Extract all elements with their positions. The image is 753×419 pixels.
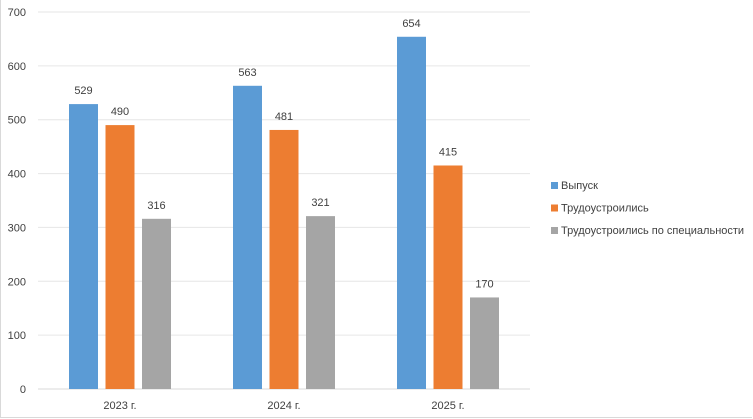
data-label: 321 bbox=[311, 197, 329, 209]
y-tick-label: 400 bbox=[8, 169, 26, 181]
x-tick-label: 2023 г. bbox=[103, 400, 136, 412]
legend-label: Трудоустроились bbox=[561, 203, 649, 215]
bar bbox=[105, 125, 135, 389]
data-label: 563 bbox=[238, 67, 256, 79]
data-label: 481 bbox=[275, 111, 293, 123]
legend-swatch bbox=[551, 227, 558, 234]
data-label: 529 bbox=[74, 85, 92, 97]
bar bbox=[269, 129, 299, 389]
bar bbox=[69, 104, 98, 390]
bar bbox=[433, 165, 463, 389]
x-tick-label: 2025 г. bbox=[431, 400, 464, 412]
data-label: 415 bbox=[439, 146, 457, 158]
legend-swatch bbox=[551, 204, 558, 212]
bar bbox=[397, 36, 426, 389]
y-tick-label: 200 bbox=[8, 276, 26, 288]
bar bbox=[142, 218, 171, 389]
bar bbox=[233, 85, 262, 389]
y-tick-label: 300 bbox=[8, 222, 26, 234]
bar bbox=[470, 297, 499, 389]
legend-label: Выпуск bbox=[561, 180, 598, 192]
data-label: 316 bbox=[147, 200, 165, 212]
y-tick-label: 500 bbox=[8, 115, 26, 127]
y-tick-label: 100 bbox=[8, 330, 26, 342]
data-label: 654 bbox=[402, 18, 420, 30]
data-label: 170 bbox=[475, 278, 493, 290]
x-tick-label: 2024 г. bbox=[267, 400, 300, 412]
y-tick-label: 600 bbox=[8, 61, 26, 73]
data-label: 490 bbox=[111, 106, 129, 118]
y-tick-label: 700 bbox=[8, 7, 26, 19]
legend-swatch bbox=[551, 182, 558, 189]
y-tick-label: 0 bbox=[20, 384, 26, 396]
legend-label: Трудоустроились по специальности bbox=[561, 225, 744, 237]
bar bbox=[306, 216, 335, 389]
